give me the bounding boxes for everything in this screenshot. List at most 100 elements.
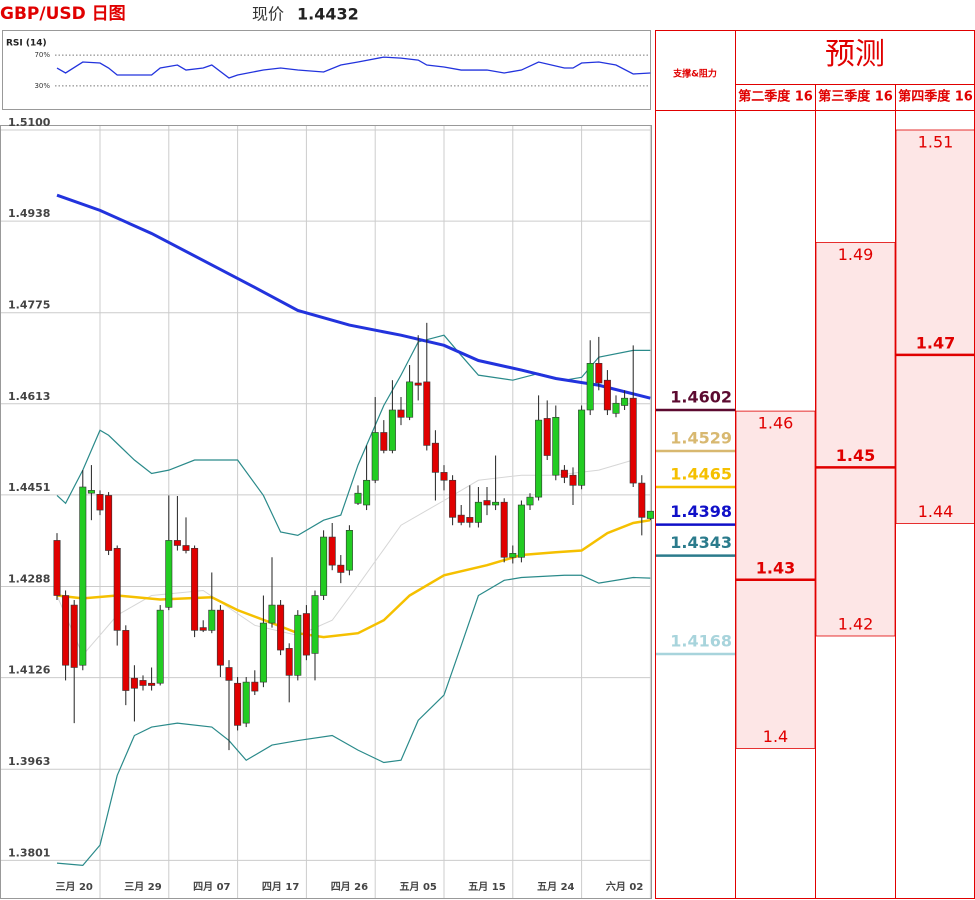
forecast-low: 1.4	[763, 727, 788, 746]
candle-body	[483, 500, 491, 506]
candle-body	[182, 545, 190, 551]
forecast-low: 1.44	[918, 502, 954, 521]
forecast-mid-label: 1.45	[836, 446, 875, 465]
candle-body	[595, 363, 603, 384]
rsi-line	[56, 56, 651, 79]
y-tick-label: 1.3801	[8, 846, 50, 859]
candle-body	[225, 667, 233, 681]
x-tick-label: 三月 20	[55, 881, 92, 893]
candle-body	[234, 682, 242, 726]
x-tick-label: 六月 02	[606, 880, 643, 893]
level-label: 1.4343	[670, 533, 732, 552]
candle-body	[363, 479, 371, 506]
levels-header: 支撑&阻力	[672, 68, 717, 80]
candle-body	[96, 494, 104, 511]
y-tick-label: 1.4288	[8, 573, 50, 586]
candle-body	[414, 382, 422, 386]
forecast-title: 预测	[825, 37, 885, 72]
candle-body	[105, 495, 113, 551]
level-label: 1.4398	[670, 502, 732, 521]
column-header: 第四季度 16	[898, 89, 973, 105]
candle-body	[337, 564, 345, 573]
candle-body	[53, 540, 61, 596]
level-label: 1.4465	[670, 465, 732, 484]
candle-body	[165, 540, 173, 608]
y-tick-label: 1.3963	[8, 755, 50, 768]
candle-body	[199, 627, 207, 631]
price: 1.4432	[297, 5, 359, 24]
candle-body	[586, 363, 594, 411]
candle-body	[208, 609, 216, 631]
candle-body	[560, 469, 568, 478]
candle-body	[466, 517, 474, 523]
x-tick-label: 五月 15	[468, 881, 505, 893]
candle-body	[345, 529, 353, 571]
x-tick-label: 四月 26	[331, 881, 368, 893]
candle-body	[130, 677, 138, 689]
candle-body	[259, 622, 267, 683]
candle-body	[569, 474, 577, 486]
candle-body	[113, 547, 121, 631]
candle-body	[406, 381, 414, 418]
title: GBP/USD 日图	[0, 4, 126, 24]
y-tick-label: 1.4126	[8, 664, 51, 677]
forecast-mid-label: 1.43	[756, 558, 795, 577]
candle-body	[122, 630, 130, 691]
price-label: 现价	[252, 5, 284, 24]
candle-body	[191, 547, 199, 631]
candle-body	[388, 409, 396, 451]
forecast-low: 1.42	[838, 614, 874, 633]
candle-body	[216, 609, 224, 666]
candle-body	[380, 432, 388, 451]
y-tick-label: 1.5100	[8, 116, 51, 129]
candle-body	[423, 381, 431, 446]
forecast-high: 1.51	[918, 133, 954, 152]
candle-body	[311, 595, 319, 654]
forecast-high: 1.46	[758, 414, 794, 433]
rsi-frame	[2, 30, 651, 110]
candle-body	[87, 490, 95, 494]
candle-body	[500, 501, 508, 558]
column-header: 第二季度 16	[738, 89, 813, 105]
candle-body	[457, 514, 465, 523]
candle-body	[449, 479, 457, 518]
y-tick-label: 1.4451	[8, 481, 50, 494]
forecast-range	[815, 242, 896, 637]
candle-body	[328, 536, 336, 566]
candle-body	[242, 681, 250, 724]
candle-body	[440, 472, 448, 481]
level-label: 1.4168	[670, 631, 732, 650]
candle-body	[517, 504, 525, 558]
candle-body	[371, 432, 379, 481]
overlay-line	[56, 574, 651, 867]
x-tick-label: 五月 05	[399, 881, 436, 893]
x-tick-label: 五月 24	[537, 881, 574, 893]
x-tick-label: 四月 07	[193, 881, 230, 893]
candle-body	[552, 416, 560, 476]
candle-body	[621, 397, 629, 406]
y-tick-label: 1.4938	[8, 207, 50, 220]
candle-body	[474, 501, 482, 523]
candle-body	[62, 595, 70, 666]
level-label: 1.4529	[670, 429, 732, 448]
candle-body	[320, 536, 328, 596]
candle-body	[139, 680, 147, 686]
candle-body	[277, 604, 285, 651]
forecast-high: 1.49	[838, 245, 874, 264]
level-label: 1.4602	[670, 387, 732, 406]
x-tick-label: 四月 17	[262, 881, 299, 893]
candle-body	[302, 613, 310, 656]
rsi-title: RSI (14)	[6, 39, 47, 49]
candle-body	[543, 418, 551, 456]
candle-body	[70, 604, 78, 668]
rsi-tick-label: 70%	[34, 51, 50, 59]
overlay-line	[56, 193, 651, 400]
candle-body	[638, 482, 646, 518]
rsi-tick-label: 30%	[34, 82, 50, 90]
forecast-table	[735, 129, 975, 749]
y-tick-label: 1.4775	[8, 299, 50, 312]
forecast-mid-label: 1.47	[916, 333, 955, 352]
candle-body	[535, 419, 543, 498]
candle-body	[173, 540, 181, 546]
